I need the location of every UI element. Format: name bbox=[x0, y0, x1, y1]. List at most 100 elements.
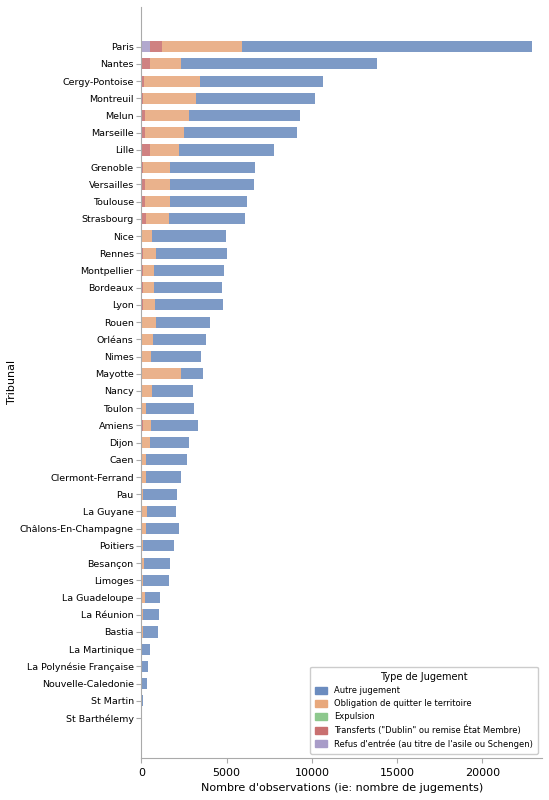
Bar bbox=[141, 454, 145, 466]
Bar bbox=[141, 317, 142, 328]
Bar bbox=[143, 609, 159, 620]
Bar bbox=[143, 265, 154, 276]
Bar bbox=[142, 230, 152, 242]
Bar bbox=[142, 643, 150, 654]
Bar bbox=[141, 299, 143, 310]
Bar bbox=[145, 196, 170, 207]
Bar bbox=[141, 592, 145, 603]
Bar bbox=[141, 489, 143, 500]
Bar bbox=[150, 58, 181, 70]
Bar bbox=[156, 317, 210, 328]
Bar bbox=[147, 402, 194, 414]
Bar bbox=[153, 334, 206, 345]
Bar bbox=[141, 523, 146, 534]
Bar bbox=[141, 506, 147, 517]
Bar bbox=[141, 420, 143, 431]
Bar bbox=[200, 75, 323, 86]
Bar bbox=[150, 437, 189, 448]
Bar bbox=[150, 144, 179, 155]
Bar bbox=[143, 248, 155, 259]
Bar bbox=[141, 678, 142, 690]
Bar bbox=[141, 282, 143, 294]
Bar bbox=[147, 506, 176, 517]
Bar bbox=[142, 695, 143, 706]
Bar bbox=[141, 540, 143, 551]
Bar bbox=[144, 558, 170, 569]
Bar bbox=[142, 334, 153, 345]
Bar bbox=[141, 386, 142, 397]
Bar bbox=[141, 178, 145, 190]
Bar bbox=[143, 299, 155, 310]
Bar bbox=[181, 58, 377, 70]
Bar bbox=[141, 93, 143, 104]
Bar bbox=[143, 93, 196, 104]
Bar bbox=[154, 282, 222, 294]
Bar bbox=[141, 402, 147, 414]
Bar bbox=[141, 230, 142, 242]
Bar bbox=[141, 58, 150, 70]
Bar bbox=[143, 420, 151, 431]
Bar bbox=[145, 178, 170, 190]
Bar bbox=[196, 93, 315, 104]
Bar bbox=[142, 386, 152, 397]
Bar bbox=[141, 334, 142, 345]
Bar bbox=[145, 127, 184, 138]
Bar bbox=[152, 386, 193, 397]
Bar bbox=[145, 110, 189, 121]
Bar bbox=[154, 265, 223, 276]
Bar bbox=[147, 214, 169, 225]
Bar bbox=[152, 351, 201, 362]
Bar bbox=[155, 248, 227, 259]
Bar bbox=[142, 678, 147, 690]
Bar bbox=[143, 162, 170, 173]
Bar bbox=[141, 110, 145, 121]
Bar bbox=[141, 214, 147, 225]
Bar bbox=[170, 162, 255, 173]
Bar bbox=[181, 368, 203, 379]
Bar bbox=[155, 299, 223, 310]
Bar bbox=[143, 574, 169, 586]
Bar bbox=[141, 609, 143, 620]
Bar bbox=[152, 230, 226, 242]
Bar bbox=[145, 592, 160, 603]
Bar bbox=[147, 471, 181, 482]
Bar bbox=[141, 162, 143, 173]
Bar bbox=[141, 558, 144, 569]
Y-axis label: Tribunal: Tribunal bbox=[7, 360, 17, 405]
Bar bbox=[141, 265, 143, 276]
Bar bbox=[141, 437, 150, 448]
Bar bbox=[145, 454, 187, 466]
Bar bbox=[141, 643, 142, 654]
Bar bbox=[142, 317, 156, 328]
Bar bbox=[170, 178, 254, 190]
Bar bbox=[143, 540, 173, 551]
Bar bbox=[141, 248, 143, 259]
Bar bbox=[184, 127, 296, 138]
Bar bbox=[189, 110, 300, 121]
X-axis label: Nombre d'observations (ie: nombre de jugements): Nombre d'observations (ie: nombre de jug… bbox=[200, 783, 483, 793]
Bar bbox=[143, 626, 158, 638]
Bar bbox=[142, 661, 148, 672]
Bar bbox=[141, 144, 150, 155]
Bar bbox=[169, 214, 245, 225]
Bar bbox=[141, 41, 150, 52]
Bar bbox=[141, 574, 143, 586]
Bar bbox=[141, 127, 145, 138]
Bar bbox=[141, 368, 181, 379]
Bar bbox=[143, 489, 177, 500]
Bar bbox=[146, 523, 178, 534]
Bar bbox=[162, 41, 242, 52]
Bar bbox=[143, 282, 154, 294]
Bar bbox=[141, 626, 143, 638]
Bar bbox=[141, 471, 147, 482]
Bar bbox=[141, 661, 142, 672]
Bar bbox=[141, 75, 144, 86]
Bar bbox=[150, 41, 162, 52]
Legend: Autre jugement, Obligation de quitter le territoire, Expulsion, Transferts ("Dub: Autre jugement, Obligation de quitter le… bbox=[310, 666, 538, 754]
Bar bbox=[170, 196, 247, 207]
Bar bbox=[151, 420, 199, 431]
Bar bbox=[142, 351, 152, 362]
Bar bbox=[242, 41, 532, 52]
Bar bbox=[179, 144, 274, 155]
Bar bbox=[144, 75, 200, 86]
